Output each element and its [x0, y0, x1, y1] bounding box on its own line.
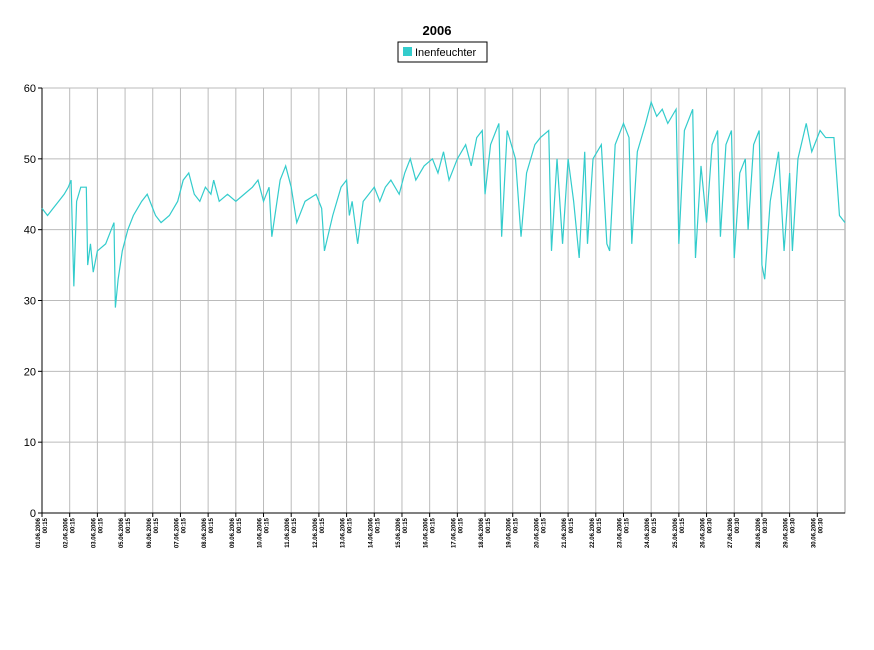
- x-tick-label: 17.06.2006: [451, 517, 457, 548]
- x-tick-time: 00:15: [98, 517, 104, 533]
- x-tick-time: 00:15: [375, 517, 381, 533]
- x-tick-label: 05.06.2006: [119, 517, 125, 548]
- x-tick-time: 00:15: [181, 517, 187, 533]
- x-tick-time: 00:15: [431, 517, 437, 533]
- x-tick-label: 24.06.2006: [645, 517, 651, 548]
- x-tick-time: 00:15: [541, 517, 547, 533]
- x-tick-time: 00:15: [237, 517, 243, 533]
- x-tick-time: 00:15: [154, 517, 160, 533]
- x-tick-time: 00:30: [735, 517, 741, 533]
- y-tick-label: 0: [30, 508, 36, 520]
- x-tick-label: 30.06.2006: [811, 517, 817, 548]
- x-tick-label: 07.06.2006: [174, 517, 180, 548]
- x-tick-time: 00:15: [126, 517, 132, 533]
- x-tick-label: 09.06.2006: [230, 517, 236, 548]
- x-tick-time: 00:15: [43, 517, 49, 533]
- y-tick-label: 30: [24, 296, 36, 308]
- x-tick-label: 28.06.2006: [756, 517, 762, 548]
- x-tick-label: 23.06.2006: [617, 517, 623, 548]
- x-tick-label: 18.06.2006: [479, 517, 485, 548]
- x-tick-label: 14.06.2006: [368, 517, 374, 548]
- legend: [397, 41, 488, 63]
- x-tick-time: 00:15: [320, 517, 326, 533]
- x-tick-label: 08.06.2006: [202, 517, 208, 548]
- x-tick-time: 00:15: [514, 517, 520, 533]
- x-tick-time: 00:15: [569, 517, 575, 533]
- x-tick-time: 00:15: [680, 517, 686, 533]
- x-tick-label: 20.06.2006: [534, 517, 540, 548]
- x-tick-time: 00:30: [818, 517, 824, 533]
- x-tick-label: 03.06.2006: [91, 517, 97, 548]
- x-tick-label: 15.06.2006: [396, 517, 402, 548]
- chart-title: 2006: [423, 23, 452, 38]
- x-tick-time: 00:15: [71, 517, 77, 533]
- x-tick-time: 00:15: [265, 517, 271, 533]
- x-tick-time: 00:15: [348, 517, 354, 533]
- x-tick-label: 13.06.2006: [341, 517, 347, 548]
- x-tick-label: 19.06.2006: [507, 517, 513, 548]
- x-tick-time: 00:15: [597, 517, 603, 533]
- y-tick-label: 40: [24, 225, 36, 237]
- x-tick-label: 25.06.2006: [673, 517, 679, 548]
- x-tick-label: 21.06.2006: [562, 517, 568, 548]
- x-tick-label: 26.06.2006: [701, 517, 707, 548]
- legend-label: Inenfeuchter: [415, 47, 476, 59]
- legend-swatch: [403, 47, 412, 56]
- x-tick-time: 00:15: [292, 517, 298, 533]
- data-line: [41, 100, 846, 308]
- x-tick-time: 00:30: [708, 517, 714, 533]
- y-tick-label: 50: [24, 154, 36, 166]
- x-tick-label: 11.06.2006: [285, 517, 291, 547]
- y-tick-label: 60: [24, 83, 36, 95]
- x-tick-time: 00:15: [209, 517, 215, 533]
- x-tick-time: 00:15: [652, 517, 658, 533]
- x-tick-label: 22.06.2006: [590, 517, 596, 548]
- x-tick-label: 29.06.2006: [784, 517, 790, 548]
- x-tick-label: 27.06.2006: [728, 517, 734, 548]
- y-tick-label: 20: [24, 366, 36, 378]
- x-tick-time: 00:15: [624, 517, 630, 533]
- x-tick-label: 10.06.2006: [258, 517, 264, 548]
- x-tick-time: 00:30: [763, 517, 769, 533]
- x-tick-label: 12.06.2006: [313, 517, 319, 548]
- x-tick-time: 00:30: [791, 517, 797, 533]
- x-tick-label: 06.06.2006: [147, 517, 153, 548]
- x-tick-label: 16.06.2006: [424, 517, 430, 548]
- x-tick-label: 02.06.2006: [64, 517, 70, 548]
- x-tick-time: 00:15: [403, 517, 409, 533]
- y-tick-label: 10: [24, 437, 36, 449]
- x-tick-label: 01.06.2006: [36, 517, 42, 548]
- x-tick-time: 00:15: [458, 517, 464, 533]
- x-tick-time: 00:15: [486, 517, 492, 533]
